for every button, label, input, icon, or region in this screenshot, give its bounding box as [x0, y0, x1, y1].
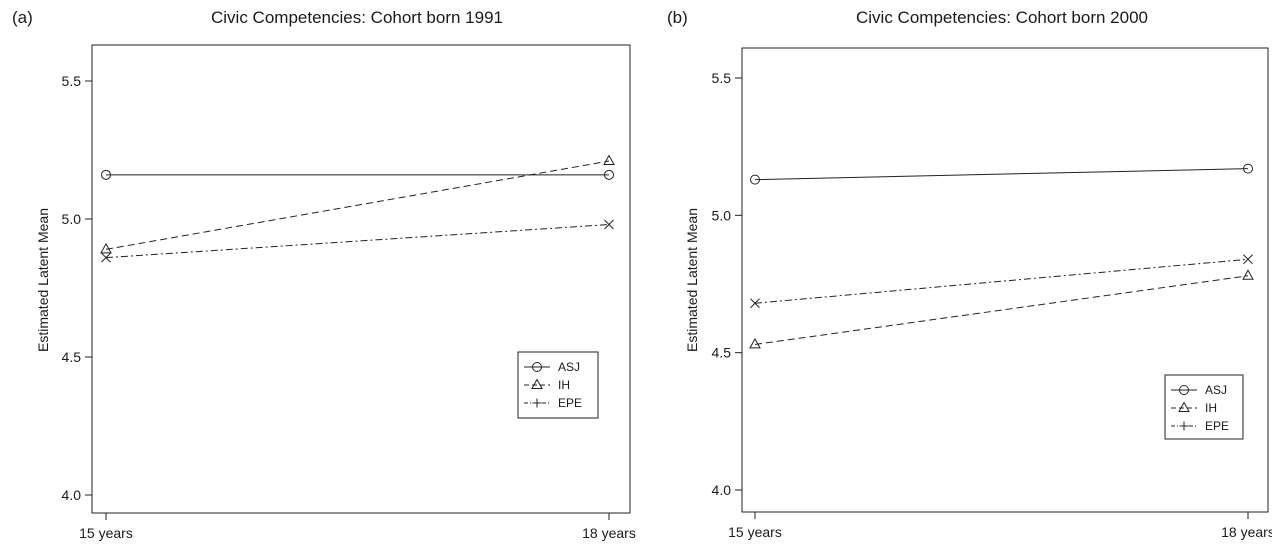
- panel-a-legend-marker-epe: [532, 398, 542, 408]
- panel-a-y-axis-title: Estimated Latent Mean: [35, 208, 51, 352]
- panel-a-x-tick-label: 18 years: [582, 525, 636, 541]
- panel-b-legend: ASJ IH EPE: [1164, 374, 1244, 440]
- panel-b-series-ih-line: [754, 275, 1249, 345]
- panel-a-legend-label-asj: ASJ: [558, 360, 580, 374]
- panel-a-legend-marker-ih: [531, 378, 543, 389]
- panel-a-legend-label-ih: IH: [558, 378, 570, 392]
- panel-b-title: Civic Competencies: Cohort born 2000: [856, 8, 1148, 27]
- panel-a-series-epe-point: [101, 252, 111, 263]
- panel-a-x-axis: 15 years 18 years: [79, 513, 636, 541]
- panel-a-series-asj-point: [101, 169, 111, 180]
- panel-b-legend-marker-epe: [1179, 421, 1189, 431]
- panel-b-y-axis: 4.0 4.5 5.0 5.5: [712, 70, 742, 498]
- panel-b-y-tick-label: 5.5: [712, 70, 732, 86]
- panel-a-legend: ASJ IH EPE: [517, 351, 599, 419]
- panel-a-y-tick-label: 5.5: [62, 73, 82, 89]
- panel-b-series-epe-line: [754, 258, 1249, 304]
- panel-b-series-asj-point: [1243, 163, 1253, 174]
- panel-b-legend-label-asj: ASJ: [1205, 383, 1227, 397]
- panel-b-x-tick-label: 18 years: [1221, 524, 1272, 540]
- panel-b-series-epe-point: [750, 298, 760, 309]
- panel-a-series: [100, 154, 615, 263]
- panel-a-y-axis: 4.0 4.5 5.0 5.5: [62, 73, 92, 503]
- panel-a-series-ih-line: [105, 160, 610, 250]
- panel-a: (a) Civic Competencies: Cohort born 1991…: [12, 8, 636, 541]
- panel-b-series: [749, 163, 1254, 349]
- panel-a-legend-marker-asj: [532, 362, 542, 372]
- panel-a-series-epe-point: [604, 219, 614, 230]
- panel-a-y-tick-label: 5.0: [62, 211, 82, 227]
- panel-b-series-ih-point: [749, 337, 761, 349]
- panel-b-y-axis-title: Estimated Latent Mean: [684, 208, 700, 352]
- panel-a-legend-label-epe: EPE: [558, 396, 582, 410]
- panel-b: (b) Civic Competencies: Cohort born 2000…: [667, 8, 1272, 540]
- panel-b-legend-label-ih: IH: [1205, 401, 1217, 415]
- panel-b-y-tick-label: 4.0: [712, 482, 732, 498]
- panel-a-legend-box: [517, 351, 599, 419]
- panel-b-legend-label-epe: EPE: [1205, 419, 1229, 433]
- panel-b-y-tick-label: 5.0: [712, 207, 732, 223]
- panel-b-legend-marker-asj: [1179, 385, 1189, 395]
- panel-b-series-asj-point: [750, 174, 760, 185]
- panel-a-y-tick-label: 4.5: [62, 349, 82, 365]
- panel-b-series-asj-line: [754, 168, 1249, 181]
- panel-a-plot-frame: [91, 44, 631, 514]
- panel-a-title: Civic Competencies: Cohort born 1991: [211, 8, 503, 27]
- panel-b-x-tick-label: 15 years: [728, 524, 782, 540]
- panel-a-series-ih-point: [603, 154, 615, 166]
- panel-a-series-ih-point: [100, 242, 112, 254]
- panel-b-legend-box: [1164, 374, 1244, 440]
- panel-a-y-tick-label: 4.0: [62, 487, 82, 503]
- panel-b-x-axis: 15 years 18 years: [728, 512, 1272, 540]
- panel-b-y-tick-label: 4.5: [712, 345, 732, 361]
- panel-a-x-tick-label: 15 years: [79, 525, 133, 541]
- panel-b-series-epe-point: [1243, 254, 1253, 265]
- panel-b-series-ih-point: [1242, 269, 1254, 280]
- panel-a-letter: (a): [12, 8, 33, 27]
- panel-b-letter: (b): [667, 8, 688, 27]
- panel-b-legend-marker-ih: [1178, 401, 1190, 412]
- panel-a-series-epe-line: [105, 224, 610, 259]
- panel-a-series-asj-point: [604, 169, 614, 180]
- panel-b-plot-frame: [741, 47, 1269, 513]
